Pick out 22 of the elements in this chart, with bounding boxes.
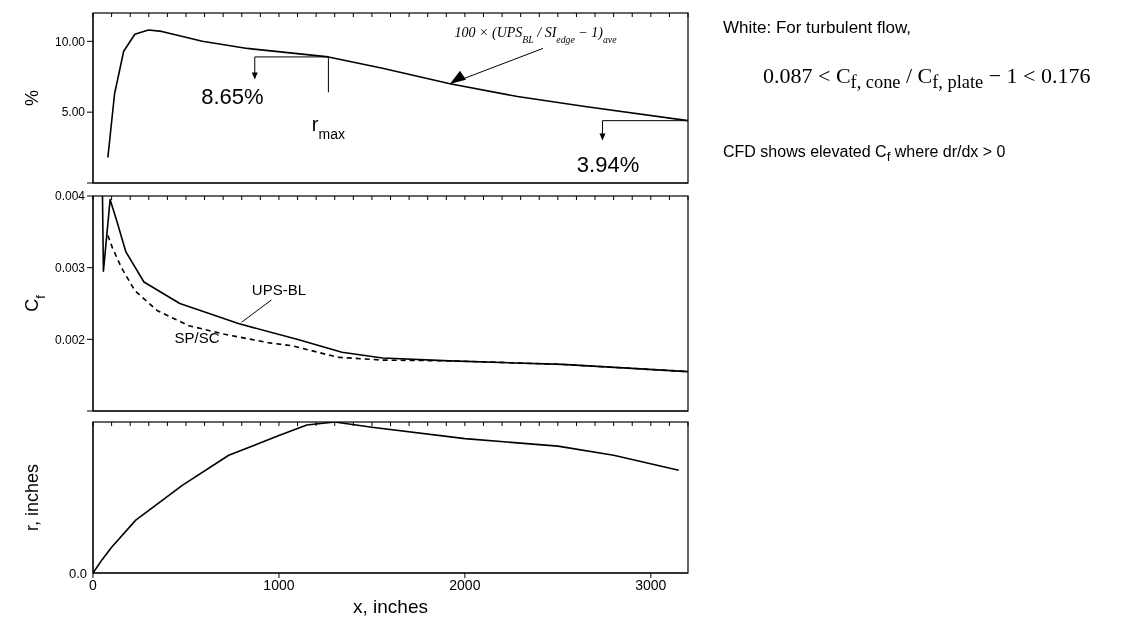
y-tick-label: 0.003 [54, 260, 86, 275]
text: 0.087 < C$_{f, cone}$ / C$_{f, plate}$ − 1 < 0.176 [762, 63, 1091, 94]
y-tick-label: 10.00 [54, 34, 86, 49]
text: 0.0 [68, 566, 87, 581]
annotation: 100 × (UPS$_{BL}$ / SI$_{edge}$ − 1)$_{ave}$ [454, 25, 618, 45]
series-label: SP/SC [174, 328, 220, 346]
y-axis-title: r, inches [22, 463, 42, 532]
text: CFD shows elevated C$_{f}$ where dr/dx > 0 [723, 143, 1006, 165]
y-tick-label: 0.002 [54, 332, 86, 347]
x-tick-label: 1000 [263, 576, 295, 593]
annotation: 8.65% [201, 83, 264, 109]
x-tick-label: 3000 [635, 576, 667, 593]
y-axis-title: % [22, 89, 42, 107]
series-label: UPS-BL [251, 280, 307, 298]
x-axis-title: x, inches [353, 596, 428, 617]
text: White: For turbulent flow, [723, 18, 912, 38]
annotation: 3.94% [576, 151, 640, 177]
y-tick-label: 0.004 [54, 189, 86, 204]
annotation: r$_{max}$ [311, 112, 345, 142]
y-tick-label: 5.00 [61, 105, 86, 120]
x-tick-label: 2000 [449, 576, 481, 593]
x-tick-label: 0 [89, 576, 98, 593]
